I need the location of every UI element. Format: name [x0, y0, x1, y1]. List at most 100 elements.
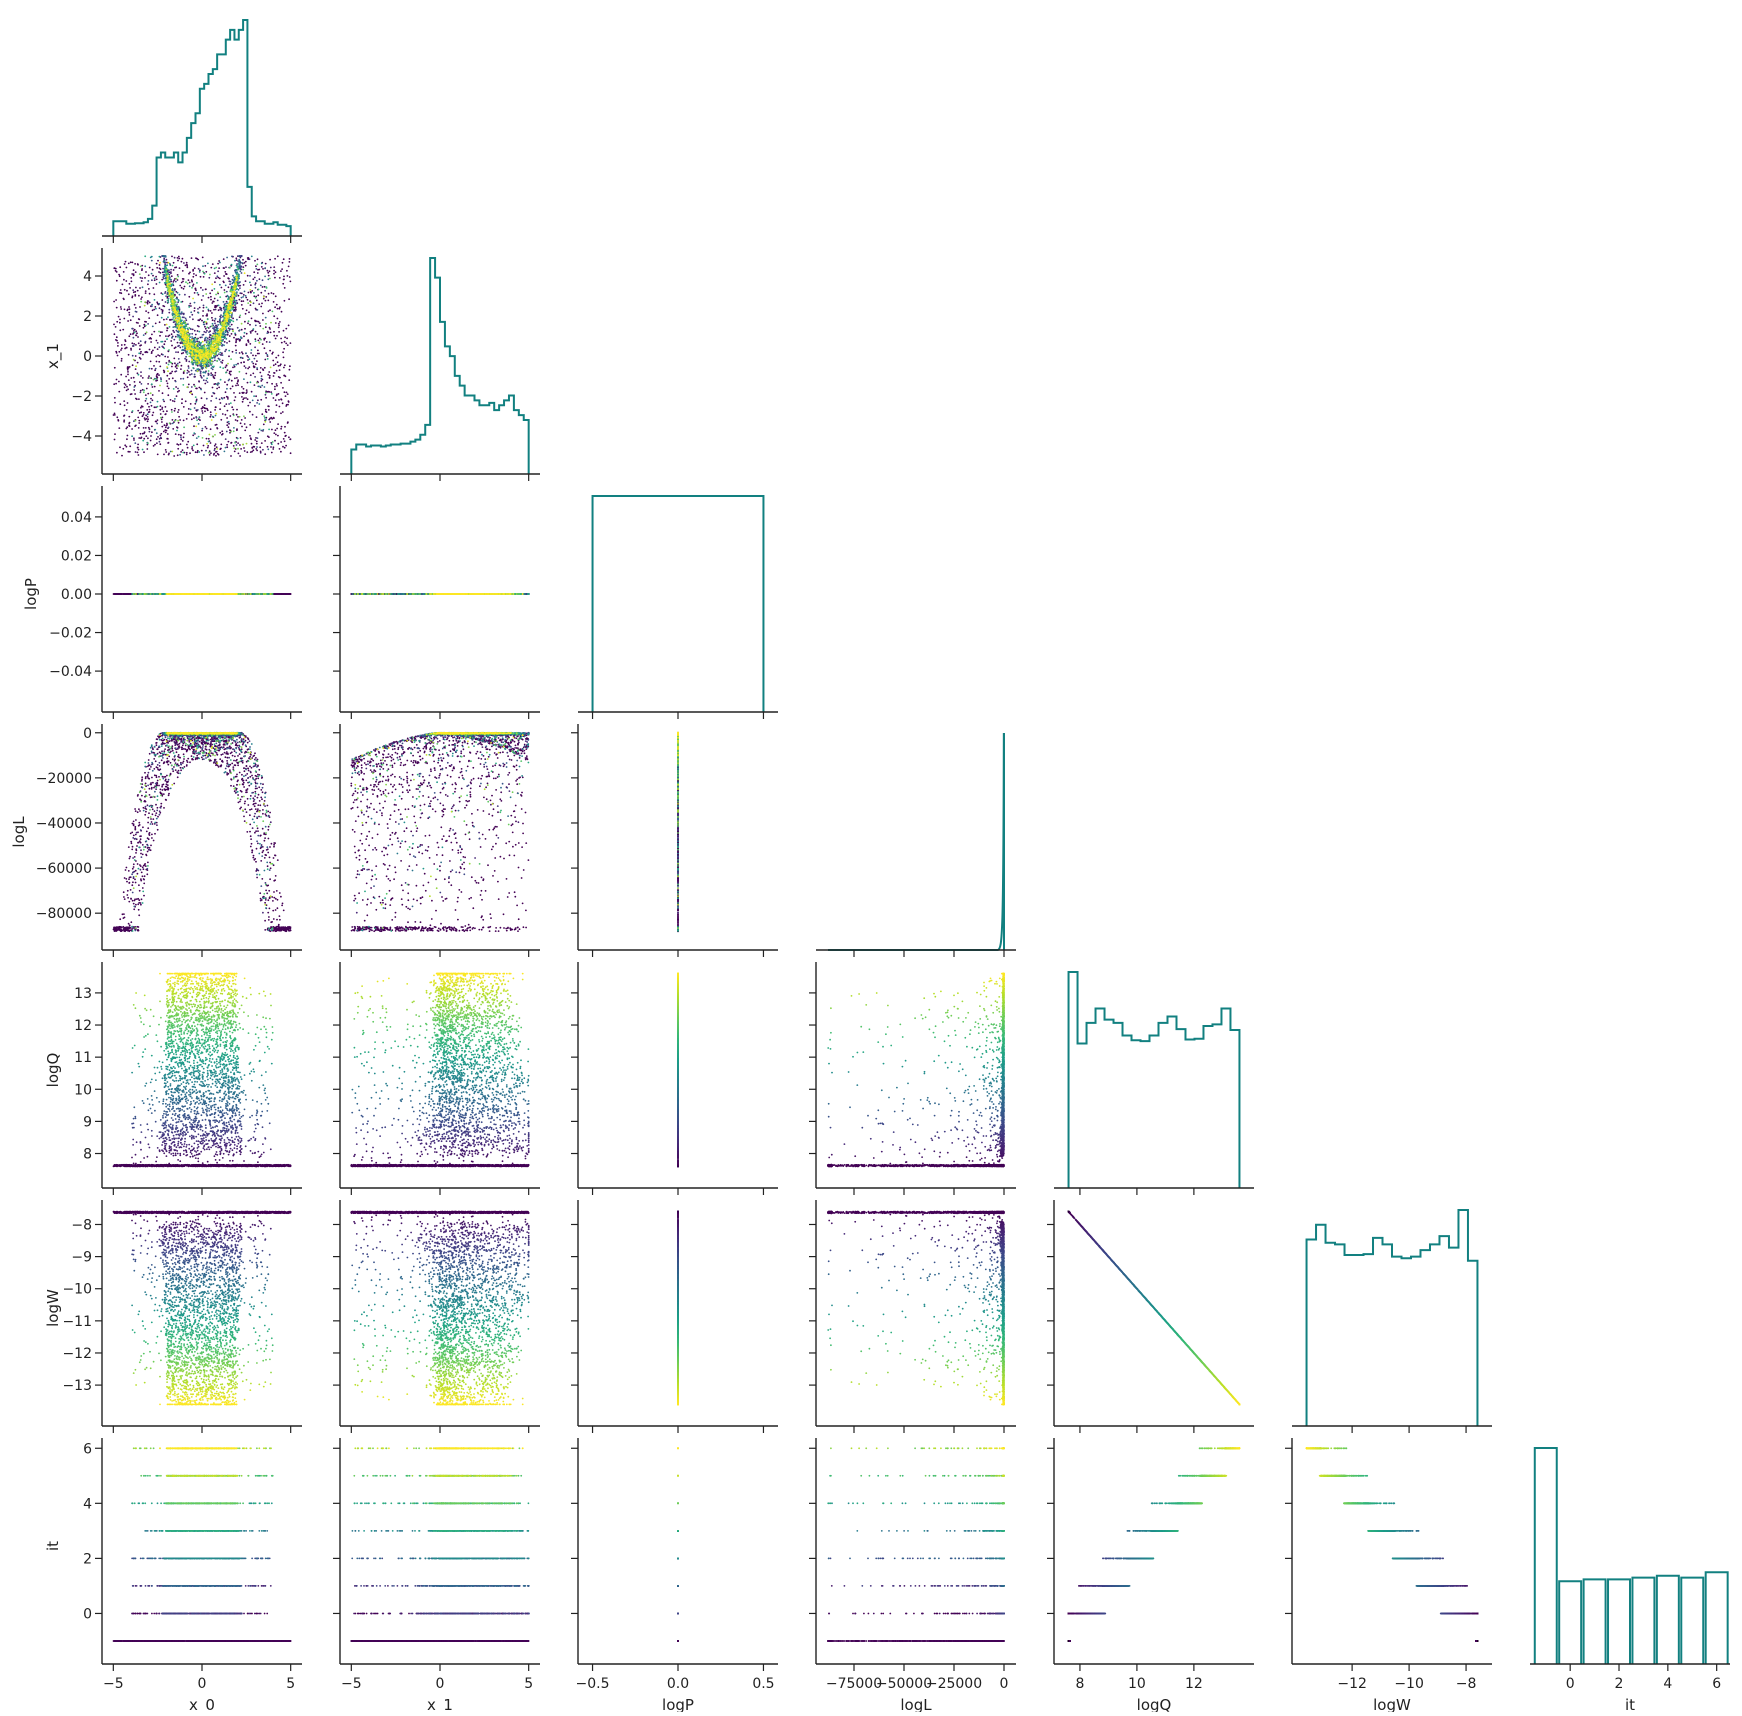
scatter-point	[251, 443, 253, 445]
scatter-point	[231, 406, 233, 408]
scatter-point	[149, 349, 151, 351]
scatter-point	[135, 307, 137, 309]
scatter-point	[247, 299, 249, 301]
scatter-point	[147, 383, 149, 385]
scatter-point	[128, 423, 130, 425]
scatter-point	[186, 452, 188, 454]
scatter-point	[232, 318, 234, 320]
scatter-point	[179, 362, 181, 364]
scatter-point	[117, 419, 119, 421]
scatter-point	[256, 450, 258, 452]
scatter-point	[180, 451, 182, 453]
scatter-point	[165, 335, 167, 337]
scatter-point	[137, 410, 139, 412]
scatter-point	[119, 329, 121, 331]
scatter-point	[289, 276, 291, 278]
scatter-point	[267, 272, 269, 274]
scatter-point	[282, 387, 284, 389]
scatter-point	[284, 341, 286, 343]
scatter-point	[188, 365, 190, 367]
scatter-point	[147, 377, 149, 379]
scatter-point	[276, 385, 278, 387]
scatter-point	[136, 332, 138, 334]
scatter-point	[147, 393, 149, 395]
scatter-point	[166, 330, 168, 332]
scatter-point	[235, 338, 237, 340]
scatter-point	[134, 291, 136, 293]
scatter-point	[268, 275, 270, 277]
scatter-point	[157, 348, 159, 350]
scatter-point	[205, 328, 207, 330]
scatter-point	[141, 280, 143, 282]
scatter-point	[209, 292, 211, 294]
scatter-point	[237, 384, 239, 386]
scatter-point	[168, 378, 170, 380]
scatter-point	[289, 258, 291, 260]
scatter-point	[114, 414, 116, 416]
scatter-point	[137, 322, 139, 324]
scatter-point	[116, 416, 118, 418]
scatter-point	[172, 400, 174, 402]
scatter-point	[289, 365, 291, 367]
scatter-point	[207, 445, 209, 447]
scatter-point	[152, 386, 154, 388]
scatter-point	[214, 281, 216, 283]
scatter-point	[273, 331, 275, 333]
scatter-point	[278, 325, 280, 327]
scatter-point	[178, 258, 180, 260]
scatter-point	[280, 451, 282, 453]
scatter-point	[275, 338, 277, 340]
scatter-point	[241, 300, 243, 302]
scatter-point	[119, 292, 121, 294]
scatter-point	[284, 435, 286, 437]
scatter-point	[172, 377, 174, 379]
scatter-point	[174, 362, 176, 364]
scatter-point	[124, 339, 126, 341]
scatter-point	[119, 322, 121, 324]
scatter-point	[118, 274, 120, 276]
x-axis-x_0-row0	[102, 236, 302, 243]
scatter-point	[191, 446, 193, 448]
scatter-point	[228, 423, 230, 425]
scatter-point	[160, 405, 162, 407]
scatter-point	[206, 315, 208, 317]
scatter-point	[168, 388, 170, 390]
scatter-point	[219, 408, 221, 410]
scatter-point	[244, 321, 246, 323]
scatter-point	[121, 348, 123, 350]
scatter-point	[193, 273, 195, 275]
scatter-point	[147, 403, 149, 405]
scatter-point	[287, 393, 289, 395]
scatter-point	[289, 439, 291, 441]
scatter-point	[257, 350, 259, 352]
scatter-point	[123, 400, 125, 402]
scatter-point	[252, 363, 254, 365]
scatter-point	[201, 397, 203, 399]
scatter-point	[212, 319, 214, 321]
scatter-point	[159, 435, 161, 437]
scatter-point	[170, 281, 172, 283]
scatter-point	[190, 403, 192, 405]
scatter-point	[284, 336, 286, 338]
scatter-point	[225, 366, 227, 368]
scatter-point	[127, 369, 129, 371]
scatter-point	[257, 340, 259, 342]
scatter-point	[271, 418, 273, 420]
scatter-point	[153, 309, 155, 311]
scatter-point	[261, 266, 263, 268]
scatter-point	[245, 397, 247, 399]
scatter-point	[129, 384, 131, 386]
scatter-point	[265, 409, 267, 411]
scatter-point	[275, 429, 277, 431]
scatter-point	[171, 366, 173, 368]
scatter-point	[122, 284, 124, 286]
scatter-point	[158, 390, 160, 392]
scatter-point	[140, 298, 142, 300]
scatter-point	[206, 428, 208, 430]
scatter-point	[193, 417, 195, 419]
scatter-point	[207, 447, 209, 449]
scatter-point	[156, 267, 158, 269]
scatter-point	[257, 258, 259, 260]
scatter-point	[159, 366, 161, 368]
scatter-point	[113, 383, 115, 385]
